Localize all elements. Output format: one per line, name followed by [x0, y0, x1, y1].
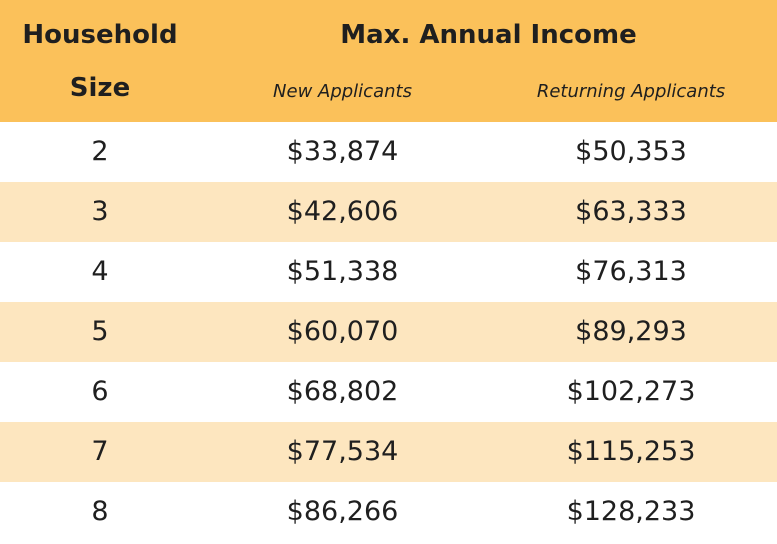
table-row: 7 $77,534 $115,253 — [0, 422, 777, 482]
new-applicants-cell: $68,802 — [286, 376, 399, 407]
table-header: Household Size Max. Annual Income New Ap… — [0, 0, 777, 122]
table-row: 5 $60,070 $89,293 — [0, 302, 777, 362]
returning-applicants-cell: $102,273 — [566, 376, 696, 407]
household-size-cell: 7 — [91, 436, 109, 467]
table-row: 3 $42,606 $63,333 — [0, 182, 777, 242]
returning-applicants-header: Returning Applicants — [536, 81, 726, 102]
household-size-cell: 8 — [91, 496, 109, 527]
table-body: 2 $33,874 $50,353 3 $42,606 $63,333 4 $5… — [0, 122, 777, 542]
table-row: 2 $33,874 $50,353 — [0, 122, 777, 182]
household-size-header-line2: Size — [69, 73, 131, 103]
household-size-cell: 6 — [91, 376, 109, 407]
returning-applicants-cell: $89,293 — [575, 316, 687, 347]
new-applicants-cell: $77,534 — [286, 436, 399, 467]
table-row: 4 $51,338 $76,313 — [0, 242, 777, 302]
household-size-cell: 5 — [91, 316, 109, 347]
returning-applicants-cell: $128,233 — [566, 496, 696, 527]
household-size-header-line1: Household — [22, 20, 178, 50]
returning-applicants-cell: $115,253 — [566, 436, 696, 467]
new-applicants-cell: $51,338 — [286, 256, 399, 287]
household-size-cell: 2 — [91, 136, 109, 167]
table-row: 8 $86,266 $128,233 — [0, 482, 777, 542]
new-applicants-cell: $42,606 — [286, 196, 399, 227]
table-row: 6 $68,802 $102,273 — [0, 362, 777, 422]
returning-applicants-cell: $50,353 — [575, 136, 687, 167]
new-applicants-cell: $33,874 — [286, 136, 399, 167]
new-applicants-header: New Applicants — [273, 81, 412, 102]
household-size-cell: 3 — [91, 196, 109, 227]
new-applicants-cell: $60,070 — [286, 316, 399, 347]
max-annual-income-header: Max. Annual Income — [340, 20, 637, 50]
returning-applicants-cell: $63,333 — [575, 196, 687, 227]
returning-applicants-cell: $76,313 — [575, 256, 687, 287]
new-applicants-cell: $86,266 — [286, 496, 399, 527]
household-size-cell: 4 — [91, 256, 109, 287]
